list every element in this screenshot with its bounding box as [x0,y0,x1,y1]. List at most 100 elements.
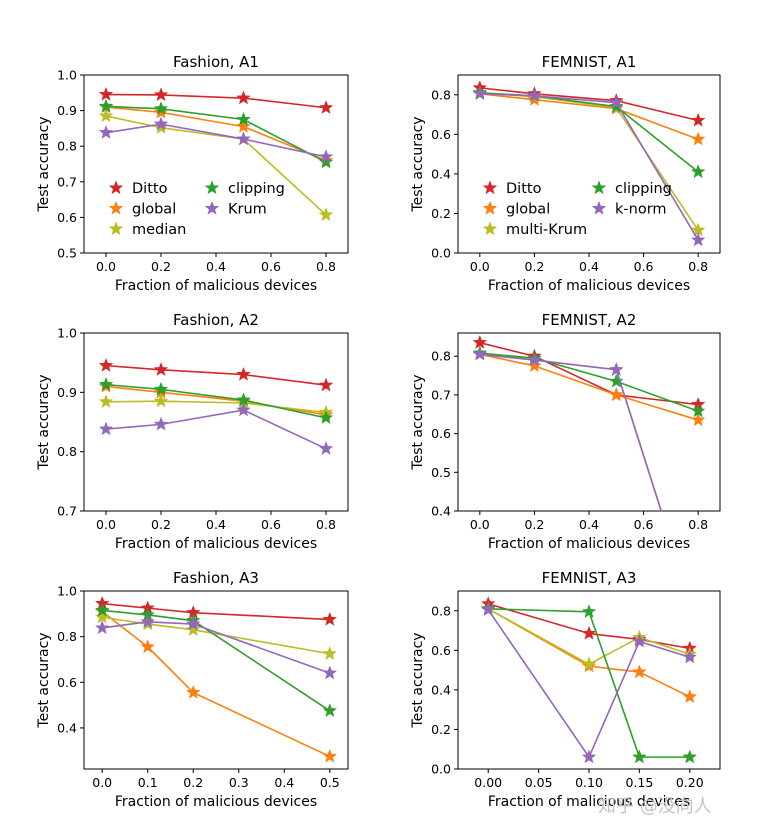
series-line-ditto [488,603,690,650]
y-axis-label: Test accuracy [410,632,426,728]
point-ditto [153,87,169,102]
series-line-median [102,616,330,655]
point-global [608,387,624,402]
series-line-clipping [479,352,699,412]
point-k-norm [692,620,705,633]
series-line-global [487,608,691,698]
legend: Ditto global multi-Krum clipping k-norm [482,180,672,238]
y-tick-label: 0.7 [57,174,77,189]
point-k-norm [581,749,597,764]
x-tick-label: 0.6 [261,517,281,532]
y-tick-label: 0.8 [57,629,77,644]
series-line-ditto [102,602,330,621]
y-tick-label: 0.2 [431,206,451,221]
point-ditto [98,86,114,101]
legend-label-global: global [132,202,176,218]
axes-frame [457,74,721,254]
x-tick-label: 0.0 [96,259,116,274]
point-clipping [581,604,597,619]
point-clipping [322,703,338,718]
point-k-norm [472,346,488,361]
point-clipping [236,111,251,126]
point-k-norm [632,633,647,648]
point-median [185,622,201,637]
y-tick-label: 0.8 [57,444,77,459]
point-median [94,609,110,624]
y-tick-label: 1.0 [57,584,77,599]
point-k-norm [690,232,706,247]
legend-marker-clipping [591,180,607,195]
series-line-ditto [479,341,699,406]
chart-fashion-a1: Fashion, A1 0.0 0.2 0.4 0.6 0.8 0.5 0.6 0.7 0.8 0.… [36,53,349,294]
point-k-norm [527,88,542,103]
y-tick-label: 0.6 [57,210,77,225]
axes-frame [83,590,349,770]
y-tick-label: 0.4 [431,504,451,519]
legend-marker-clipping [204,180,220,195]
point-clipping [318,154,334,169]
point-clipping [153,101,169,116]
point-clipping [682,749,698,764]
point-krum [322,665,338,680]
point-clipping [690,403,706,418]
x-tick-label: 0.4 [579,259,599,274]
y-tick-label: 0.4 [431,166,451,181]
series-line-median [105,115,327,216]
point-clipping [632,749,647,764]
point-global [527,358,542,373]
point-krum [140,614,156,629]
point-ditto [581,625,597,640]
legend-label-global: global [506,202,550,218]
point-ditto [153,362,169,377]
plot-area [98,86,334,222]
point-clipping [94,602,110,617]
x-tick-label: 0.15 [625,775,653,790]
legend-marker-median [108,221,124,236]
y-tick-label: 0.4 [57,720,77,735]
series-line-clipping [105,105,327,163]
series-line-global [479,92,699,141]
point-krum [185,616,201,631]
point-multi-krum [692,620,705,633]
chart-title: FEMNIST, A1 [542,53,637,71]
point-k-norm [682,649,698,664]
series-line-ditto [105,93,327,109]
point-global [185,684,201,699]
point-ditto [236,90,251,105]
x-tick-label: 0.00 [474,775,502,790]
point-clipping [318,410,334,425]
x-tick-label: 0.2 [524,517,544,532]
x-tick-label: 0.6 [634,517,654,532]
legend-marker-global [482,200,498,215]
chart-fashion-a2: Fashion, A2 0.0 0.2 0.4 0.6 0.8 0.7 0.8 0.9 1.0 Fr… [36,311,349,552]
legend-marker-krum [204,200,220,215]
x-axis-label: Fraction of malicious devices [488,278,690,294]
x-axis-label: Fraction of malicious devices [115,794,317,810]
point-k-norm [480,602,496,617]
point-krum [318,440,334,455]
y-tick-label: 0.5 [431,465,451,480]
y-tick-label: 1.0 [57,68,77,83]
chart-femnist-a2: FEMNIST, A2 0.0 0.2 0.4 0.6 0.8 0.4 0.5 0.6 0.7 0.… [410,311,721,633]
series-line-clipping [488,608,690,758]
x-axis-label: Fraction of malicious devices [115,536,317,552]
point-krum [94,620,110,635]
x-tick-label: 0.8 [316,517,336,532]
legend-marker-ditto [108,180,124,195]
chart-title: Fashion, A1 [173,53,259,71]
x-tick-label: 0.10 [575,775,603,790]
point-krum [98,124,114,139]
x-tick-label: 0.05 [525,775,553,790]
axes-frame [457,332,721,512]
x-tick-label: 0.0 [96,517,116,532]
series-line-k-norm [479,92,699,241]
series-line-clipping [102,609,331,712]
point-ditto [318,100,334,114]
y-tick-label: 0.6 [431,426,451,441]
y-tick-label: 0.8 [57,139,77,154]
y-tick-label: 0.5 [57,246,77,261]
y-tick-label: 0.9 [57,385,77,400]
point-median [322,646,338,660]
x-tick-label: 0.4 [274,775,294,790]
series-line-clipping [105,383,327,419]
